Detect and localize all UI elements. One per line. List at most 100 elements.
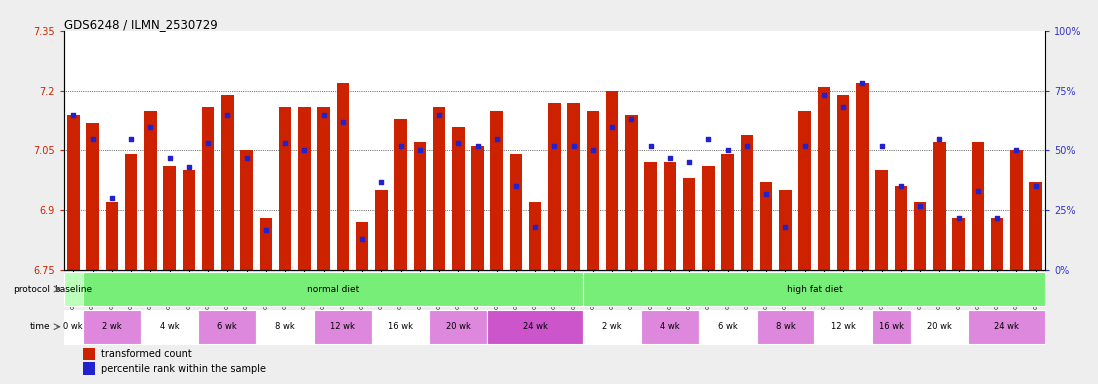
Point: [699, 136, 717, 142]
Point: [893, 183, 910, 189]
Point: [815, 92, 832, 98]
Point: [623, 116, 640, 122]
Point: [970, 188, 987, 194]
Point: [238, 155, 256, 161]
Bar: [625, 114, 638, 270]
Bar: [429, 310, 488, 344]
Point: [584, 147, 602, 154]
Bar: [529, 202, 541, 270]
Point: [719, 147, 737, 154]
Text: 16 wk: 16 wk: [388, 322, 413, 331]
Text: 6 wk: 6 wk: [217, 322, 237, 331]
Bar: [83, 348, 96, 360]
Bar: [125, 154, 137, 270]
Text: transformed count: transformed count: [101, 349, 192, 359]
Bar: [471, 146, 484, 270]
Point: [392, 142, 410, 149]
Point: [277, 140, 294, 146]
Bar: [815, 310, 872, 344]
Bar: [256, 310, 314, 344]
Text: 20 wk: 20 wk: [446, 322, 471, 331]
Bar: [64, 272, 83, 306]
Point: [180, 164, 198, 170]
Bar: [548, 103, 561, 270]
Bar: [491, 111, 503, 270]
Point: [661, 155, 679, 161]
Bar: [279, 107, 291, 270]
Point: [604, 124, 621, 130]
Point: [315, 111, 333, 118]
Point: [507, 183, 525, 189]
Bar: [164, 166, 176, 270]
Text: 0 wk: 0 wk: [64, 322, 83, 331]
Bar: [837, 94, 850, 270]
Bar: [798, 111, 811, 270]
Bar: [856, 83, 869, 270]
Point: [1008, 147, 1026, 154]
Point: [372, 179, 390, 185]
Text: 24 wk: 24 wk: [523, 322, 548, 331]
Point: [873, 142, 890, 149]
Point: [988, 215, 1006, 221]
Bar: [586, 111, 600, 270]
Text: GDS6248 / ILMN_2530729: GDS6248 / ILMN_2530729: [64, 18, 217, 31]
Text: high fat diet: high fat diet: [786, 285, 842, 293]
Bar: [376, 190, 388, 270]
Bar: [914, 202, 927, 270]
Bar: [64, 310, 83, 344]
Point: [257, 227, 274, 233]
Point: [834, 104, 852, 111]
Bar: [298, 107, 311, 270]
Point: [160, 155, 178, 161]
Point: [103, 195, 121, 202]
Point: [931, 136, 949, 142]
Bar: [105, 202, 119, 270]
Point: [142, 124, 159, 130]
Point: [796, 142, 814, 149]
Bar: [452, 127, 464, 270]
Point: [681, 159, 698, 166]
Bar: [144, 111, 157, 270]
Bar: [202, 107, 214, 270]
Bar: [1010, 151, 1022, 270]
Bar: [895, 186, 907, 270]
Bar: [317, 107, 329, 270]
Bar: [83, 310, 141, 344]
Point: [449, 140, 467, 146]
Bar: [83, 362, 96, 375]
Bar: [663, 162, 676, 270]
Text: protocol: protocol: [13, 285, 51, 293]
Bar: [259, 218, 272, 270]
Text: 2 wk: 2 wk: [603, 322, 623, 331]
Bar: [910, 310, 968, 344]
Bar: [67, 114, 79, 270]
Bar: [757, 310, 815, 344]
Point: [546, 142, 563, 149]
Point: [776, 224, 794, 230]
Text: baseline: baseline: [54, 285, 92, 293]
Bar: [568, 103, 580, 270]
Point: [295, 147, 313, 154]
Point: [411, 147, 428, 154]
Bar: [509, 154, 523, 270]
Bar: [336, 83, 349, 270]
Bar: [371, 310, 429, 344]
Point: [430, 111, 448, 118]
Bar: [314, 310, 371, 344]
Bar: [818, 87, 830, 270]
Bar: [87, 122, 99, 270]
Bar: [583, 272, 1045, 306]
Point: [354, 236, 371, 242]
Bar: [780, 190, 792, 270]
Bar: [606, 91, 618, 270]
Bar: [583, 310, 641, 344]
Bar: [356, 222, 368, 270]
Point: [219, 111, 236, 118]
Bar: [182, 170, 195, 270]
Point: [758, 190, 775, 197]
Point: [738, 142, 755, 149]
Text: 8 wk: 8 wk: [276, 322, 295, 331]
Point: [565, 142, 583, 149]
Text: 20 wk: 20 wk: [927, 322, 952, 331]
Bar: [433, 107, 446, 270]
